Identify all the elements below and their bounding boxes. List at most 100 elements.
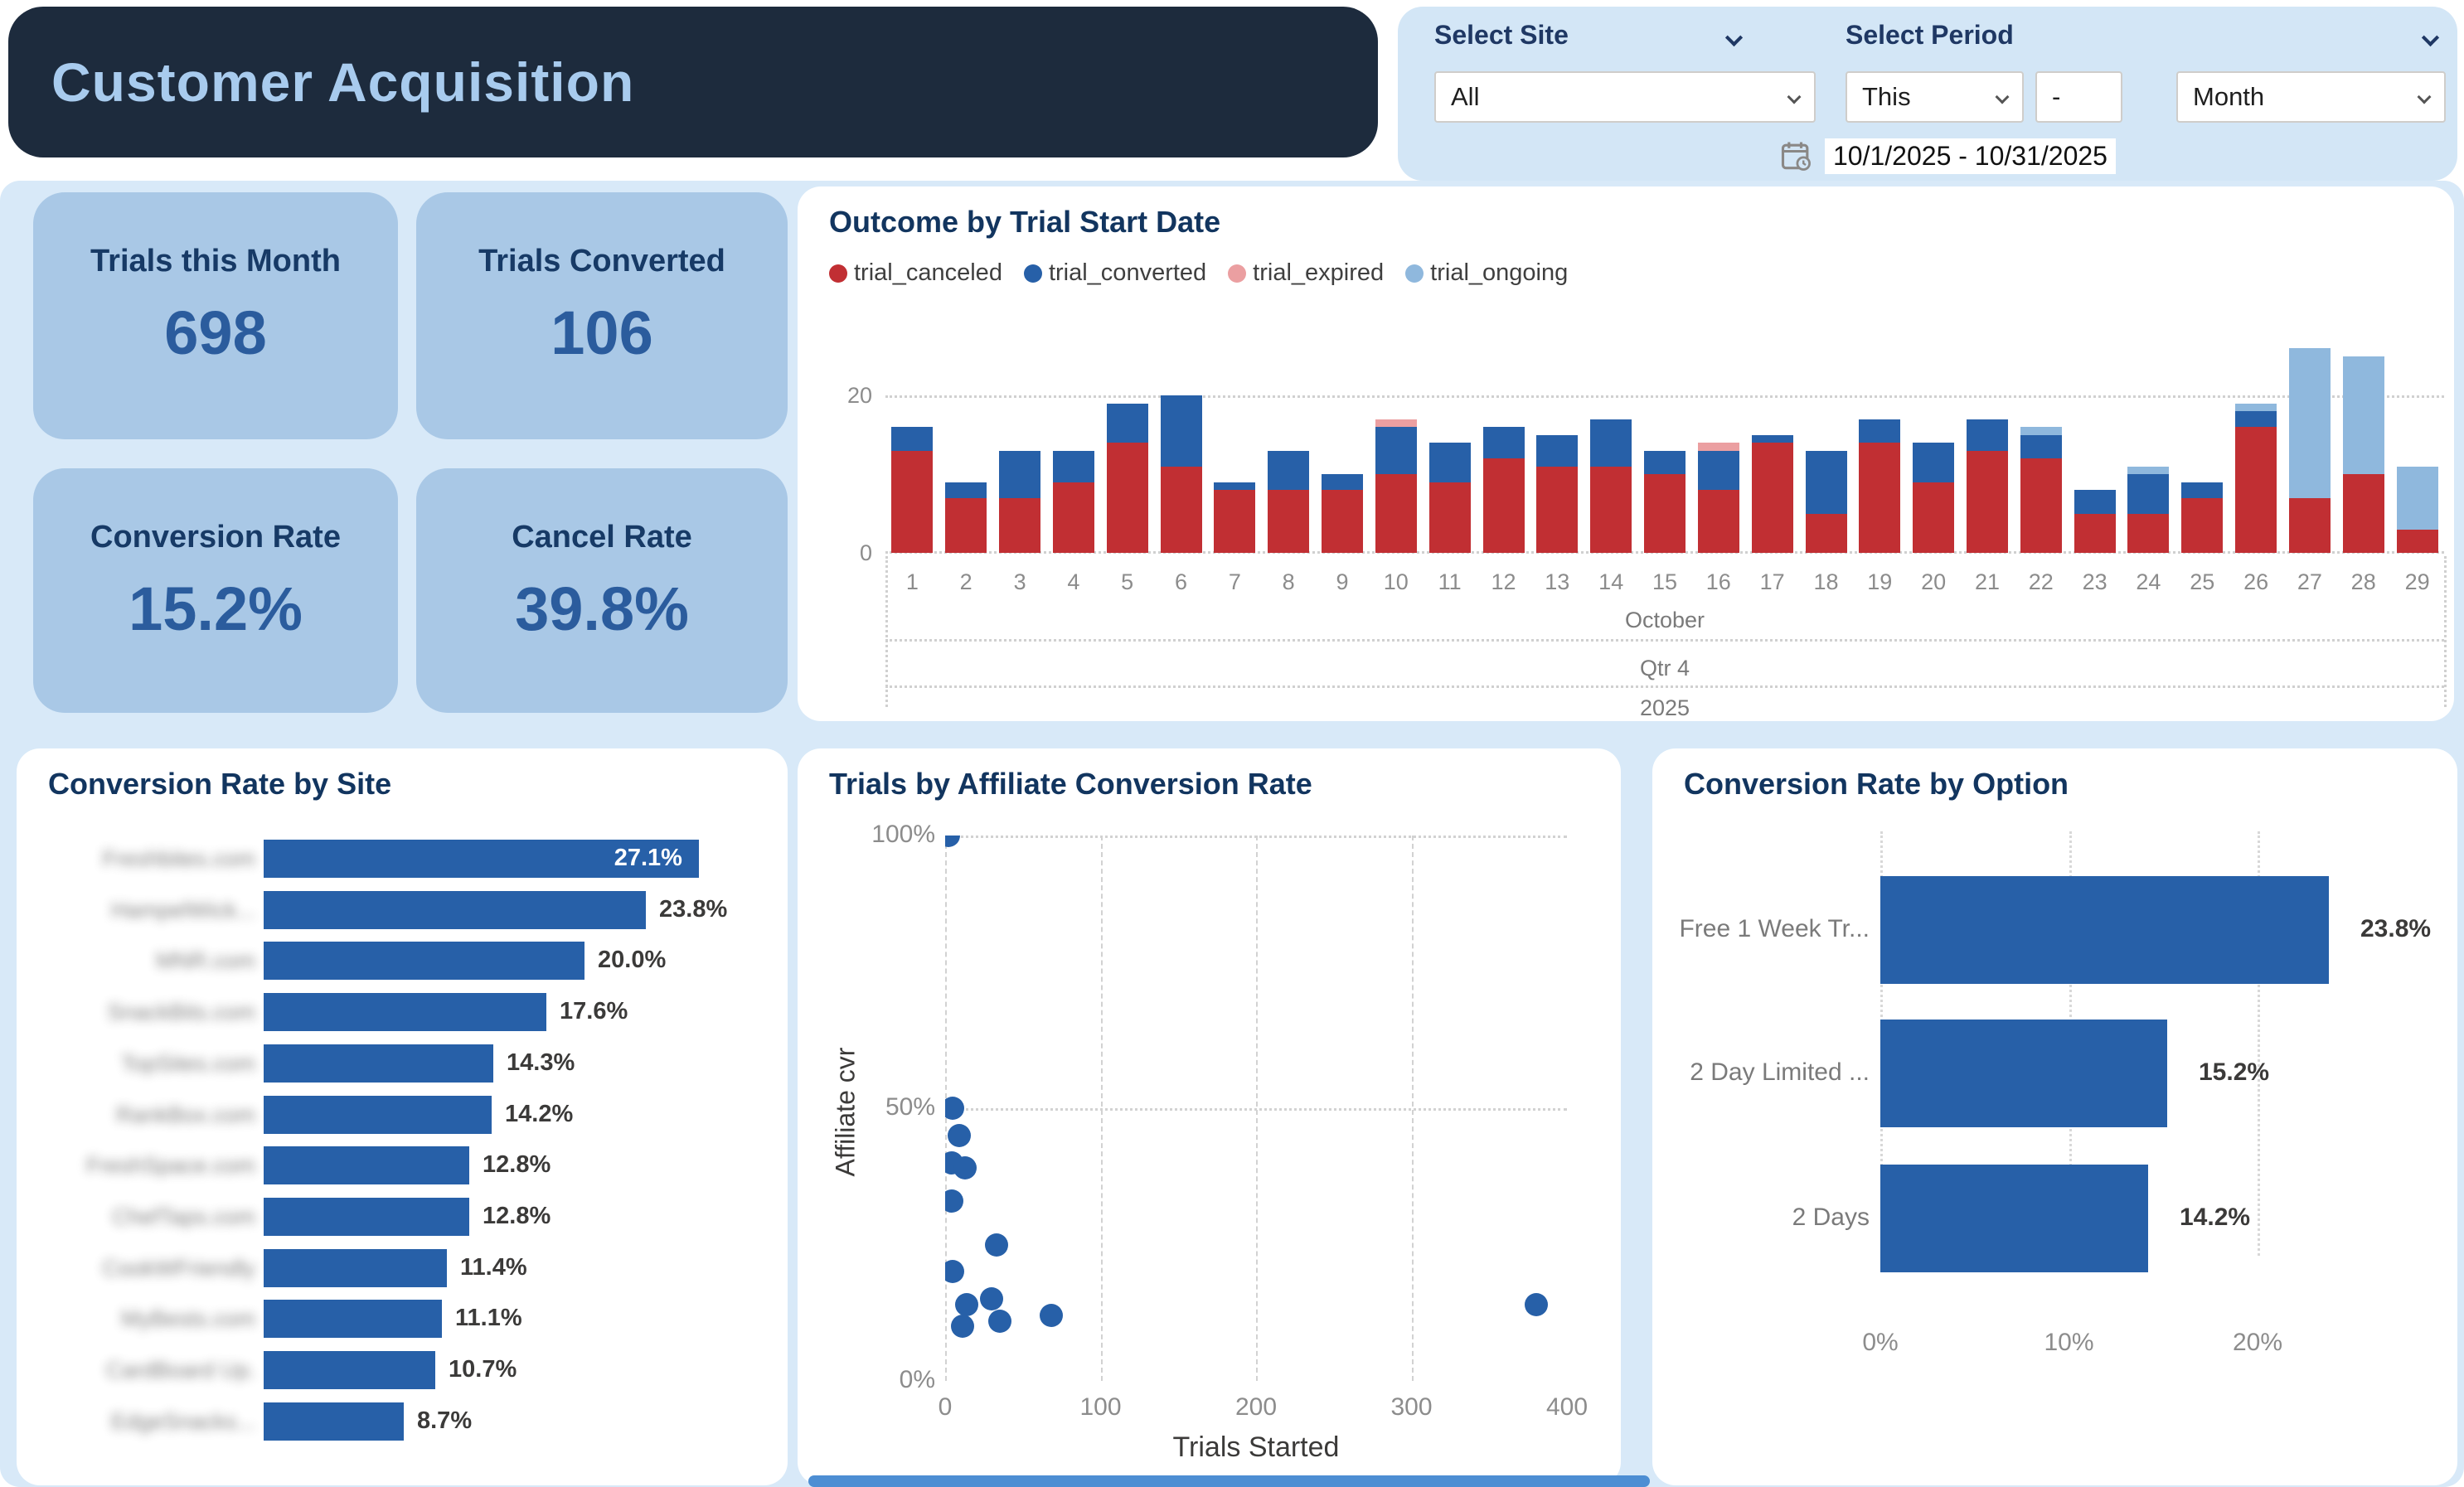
- outcome-bar-day22-trial_ongoing[interactable]: [2020, 427, 2062, 435]
- site-dropdown[interactable]: All: [1434, 71, 1816, 123]
- outcome-bar-day22-trial_canceled[interactable]: [2020, 458, 2062, 553]
- outcome-bar-day10-trial_expired[interactable]: [1375, 419, 1417, 427]
- outcome-bar-day26-trial_converted[interactable]: [2235, 411, 2277, 427]
- outcome-bar-day7-trial_converted[interactable]: [1214, 482, 1256, 490]
- site-bar[interactable]: [264, 993, 546, 1032]
- outcome-bar-day17-trial_converted[interactable]: [1751, 434, 1793, 443]
- outcome-bar-day26-trial_canceled[interactable]: [2235, 427, 2277, 553]
- site-bar[interactable]: [264, 1197, 469, 1236]
- outcome-bar-day8-trial_converted[interactable]: [1268, 450, 1310, 490]
- outcome-bar-day21-trial_canceled[interactable]: [1967, 450, 2008, 553]
- outcome-bar-day2-trial_converted[interactable]: [945, 482, 987, 498]
- outcome-bar-day1-trial_converted[interactable]: [891, 427, 934, 451]
- outcome-bar-day25-trial_canceled[interactable]: [2181, 497, 2224, 553]
- outcome-bar-day15-trial_converted[interactable]: [1644, 450, 1686, 474]
- option-bar[interactable]: [1880, 876, 2329, 984]
- outcome-bar-day23-trial_converted[interactable]: [2074, 490, 2116, 514]
- outcome-bar-day1-trial_canceled[interactable]: [891, 450, 934, 553]
- period-unit-dropdown[interactable]: Month: [2176, 71, 2446, 123]
- outcome-bar-day19-trial_converted[interactable]: [1859, 419, 1901, 443]
- site-bar[interactable]: [264, 890, 646, 929]
- outcome-bar-day21-trial_converted[interactable]: [1967, 419, 2008, 451]
- outcome-bar-day24-trial_canceled[interactable]: [2127, 513, 2170, 553]
- outcome-bar-day10-trial_canceled[interactable]: [1375, 474, 1417, 553]
- outcome-bar-day28-trial_ongoing[interactable]: [2342, 356, 2384, 474]
- site-bar[interactable]: [264, 1248, 447, 1287]
- outcome-bar-day3-trial_converted[interactable]: [999, 450, 1041, 498]
- outcome-bar-day9-trial_converted[interactable]: [1322, 474, 1363, 490]
- scatter-point[interactable]: [950, 1315, 974, 1339]
- scatter-point[interactable]: [1524, 1292, 1548, 1316]
- outcome-bar-day19-trial_canceled[interactable]: [1859, 443, 1901, 553]
- scatter-point[interactable]: [945, 836, 960, 847]
- legend-item-trial_expired[interactable]: trial_expired: [1228, 259, 1384, 287]
- scatter-point[interactable]: [945, 1097, 965, 1120]
- site-bar[interactable]: [264, 1351, 435, 1389]
- outcome-bar-day15-trial_canceled[interactable]: [1644, 474, 1686, 553]
- outcome-bar-day14-trial_canceled[interactable]: [1590, 466, 1632, 553]
- outcome-bar-day9-trial_canceled[interactable]: [1322, 490, 1363, 553]
- site-bar[interactable]: [264, 840, 699, 878]
- scatter-point[interactable]: [1039, 1304, 1063, 1327]
- outcome-bar-day6-trial_canceled[interactable]: [1160, 466, 1202, 553]
- scatter-point[interactable]: [987, 1309, 1011, 1333]
- scatter-point[interactable]: [947, 1123, 971, 1147]
- site-bar[interactable]: [264, 1095, 492, 1134]
- outcome-bar-day13-trial_converted[interactable]: [1536, 434, 1579, 467]
- outcome-bar-day13-trial_canceled[interactable]: [1536, 466, 1579, 553]
- outcome-bar-day8-trial_canceled[interactable]: [1268, 490, 1310, 553]
- outcome-bar-day5-trial_canceled[interactable]: [1106, 443, 1148, 553]
- scatter-point[interactable]: [984, 1233, 1008, 1257]
- site-bar[interactable]: [264, 1146, 469, 1185]
- outcome-bar-day22-trial_converted[interactable]: [2020, 434, 2062, 458]
- outcome-bar-day23-trial_canceled[interactable]: [2074, 513, 2116, 553]
- select-site-collapse-button[interactable]: [1724, 28, 1744, 48]
- site-bar[interactable]: [264, 1044, 493, 1083]
- option-bar[interactable]: [1880, 1165, 2148, 1272]
- outcome-bar-day20-trial_converted[interactable]: [1913, 443, 1955, 482]
- outcome-bar-day6-trial_converted[interactable]: [1160, 395, 1202, 467]
- outcome-bar-day17-trial_canceled[interactable]: [1751, 443, 1793, 553]
- outcome-bar-day27-trial_canceled[interactable]: [2288, 497, 2331, 553]
- scatter-point[interactable]: [945, 1260, 965, 1284]
- select-period-collapse-button[interactable]: [2421, 28, 2440, 48]
- option-bar[interactable]: [1880, 1020, 2167, 1127]
- outcome-bar-day20-trial_canceled[interactable]: [1913, 482, 1955, 553]
- outcome-bar-day27-trial_ongoing[interactable]: [2288, 348, 2331, 498]
- outcome-bar-day16-trial_expired[interactable]: [1697, 443, 1739, 451]
- scatter-point[interactable]: [955, 1292, 979, 1316]
- outcome-bar-day26-trial_ongoing[interactable]: [2235, 403, 2277, 411]
- outcome-bar-day28-trial_canceled[interactable]: [2342, 474, 2384, 553]
- outcome-bar-day3-trial_canceled[interactable]: [999, 497, 1041, 553]
- outcome-bar-day29-trial_canceled[interactable]: [2396, 529, 2438, 553]
- outcome-bar-day4-trial_canceled[interactable]: [1052, 482, 1094, 553]
- outcome-bar-day10-trial_converted[interactable]: [1375, 427, 1417, 474]
- outcome-bar-day24-trial_ongoing[interactable]: [2127, 466, 2170, 474]
- outcome-bar-day7-trial_canceled[interactable]: [1214, 490, 1256, 553]
- scatter-point[interactable]: [945, 1189, 963, 1213]
- outcome-bar-day11-trial_converted[interactable]: [1428, 443, 1471, 482]
- outcome-bar-day5-trial_converted[interactable]: [1106, 403, 1148, 443]
- period-separator-box[interactable]: -: [2035, 71, 2122, 123]
- site-bar[interactable]: [264, 1300, 442, 1339]
- site-bar[interactable]: [264, 942, 584, 981]
- period-modifier-dropdown[interactable]: This: [1846, 71, 2024, 123]
- outcome-bar-day18-trial_converted[interactable]: [1805, 450, 1847, 514]
- outcome-bar-day18-trial_canceled[interactable]: [1805, 513, 1847, 553]
- outcome-bar-day25-trial_converted[interactable]: [2181, 482, 2224, 498]
- legend-item-trial_converted[interactable]: trial_converted: [1023, 259, 1206, 287]
- outcome-bar-day29-trial_ongoing[interactable]: [2396, 466, 2438, 530]
- outcome-bar-day12-trial_canceled[interactable]: [1482, 458, 1525, 553]
- legend-item-trial_ongoing[interactable]: trial_ongoing: [1405, 259, 1568, 287]
- scatter-point[interactable]: [953, 1156, 977, 1180]
- outcome-bar-day2-trial_canceled[interactable]: [945, 497, 987, 553]
- outcome-bar-day16-trial_canceled[interactable]: [1697, 490, 1739, 553]
- outcome-bar-day14-trial_converted[interactable]: [1590, 419, 1632, 467]
- site-bar[interactable]: [264, 1402, 404, 1441]
- outcome-bar-day12-trial_converted[interactable]: [1482, 427, 1525, 458]
- outcome-bar-day16-trial_converted[interactable]: [1697, 450, 1739, 490]
- outcome-bar-day11-trial_canceled[interactable]: [1428, 482, 1471, 553]
- outcome-bar-day4-trial_converted[interactable]: [1052, 450, 1094, 482]
- outcome-bar-day24-trial_converted[interactable]: [2127, 474, 2170, 514]
- legend-item-trial_canceled[interactable]: trial_canceled: [829, 259, 1002, 287]
